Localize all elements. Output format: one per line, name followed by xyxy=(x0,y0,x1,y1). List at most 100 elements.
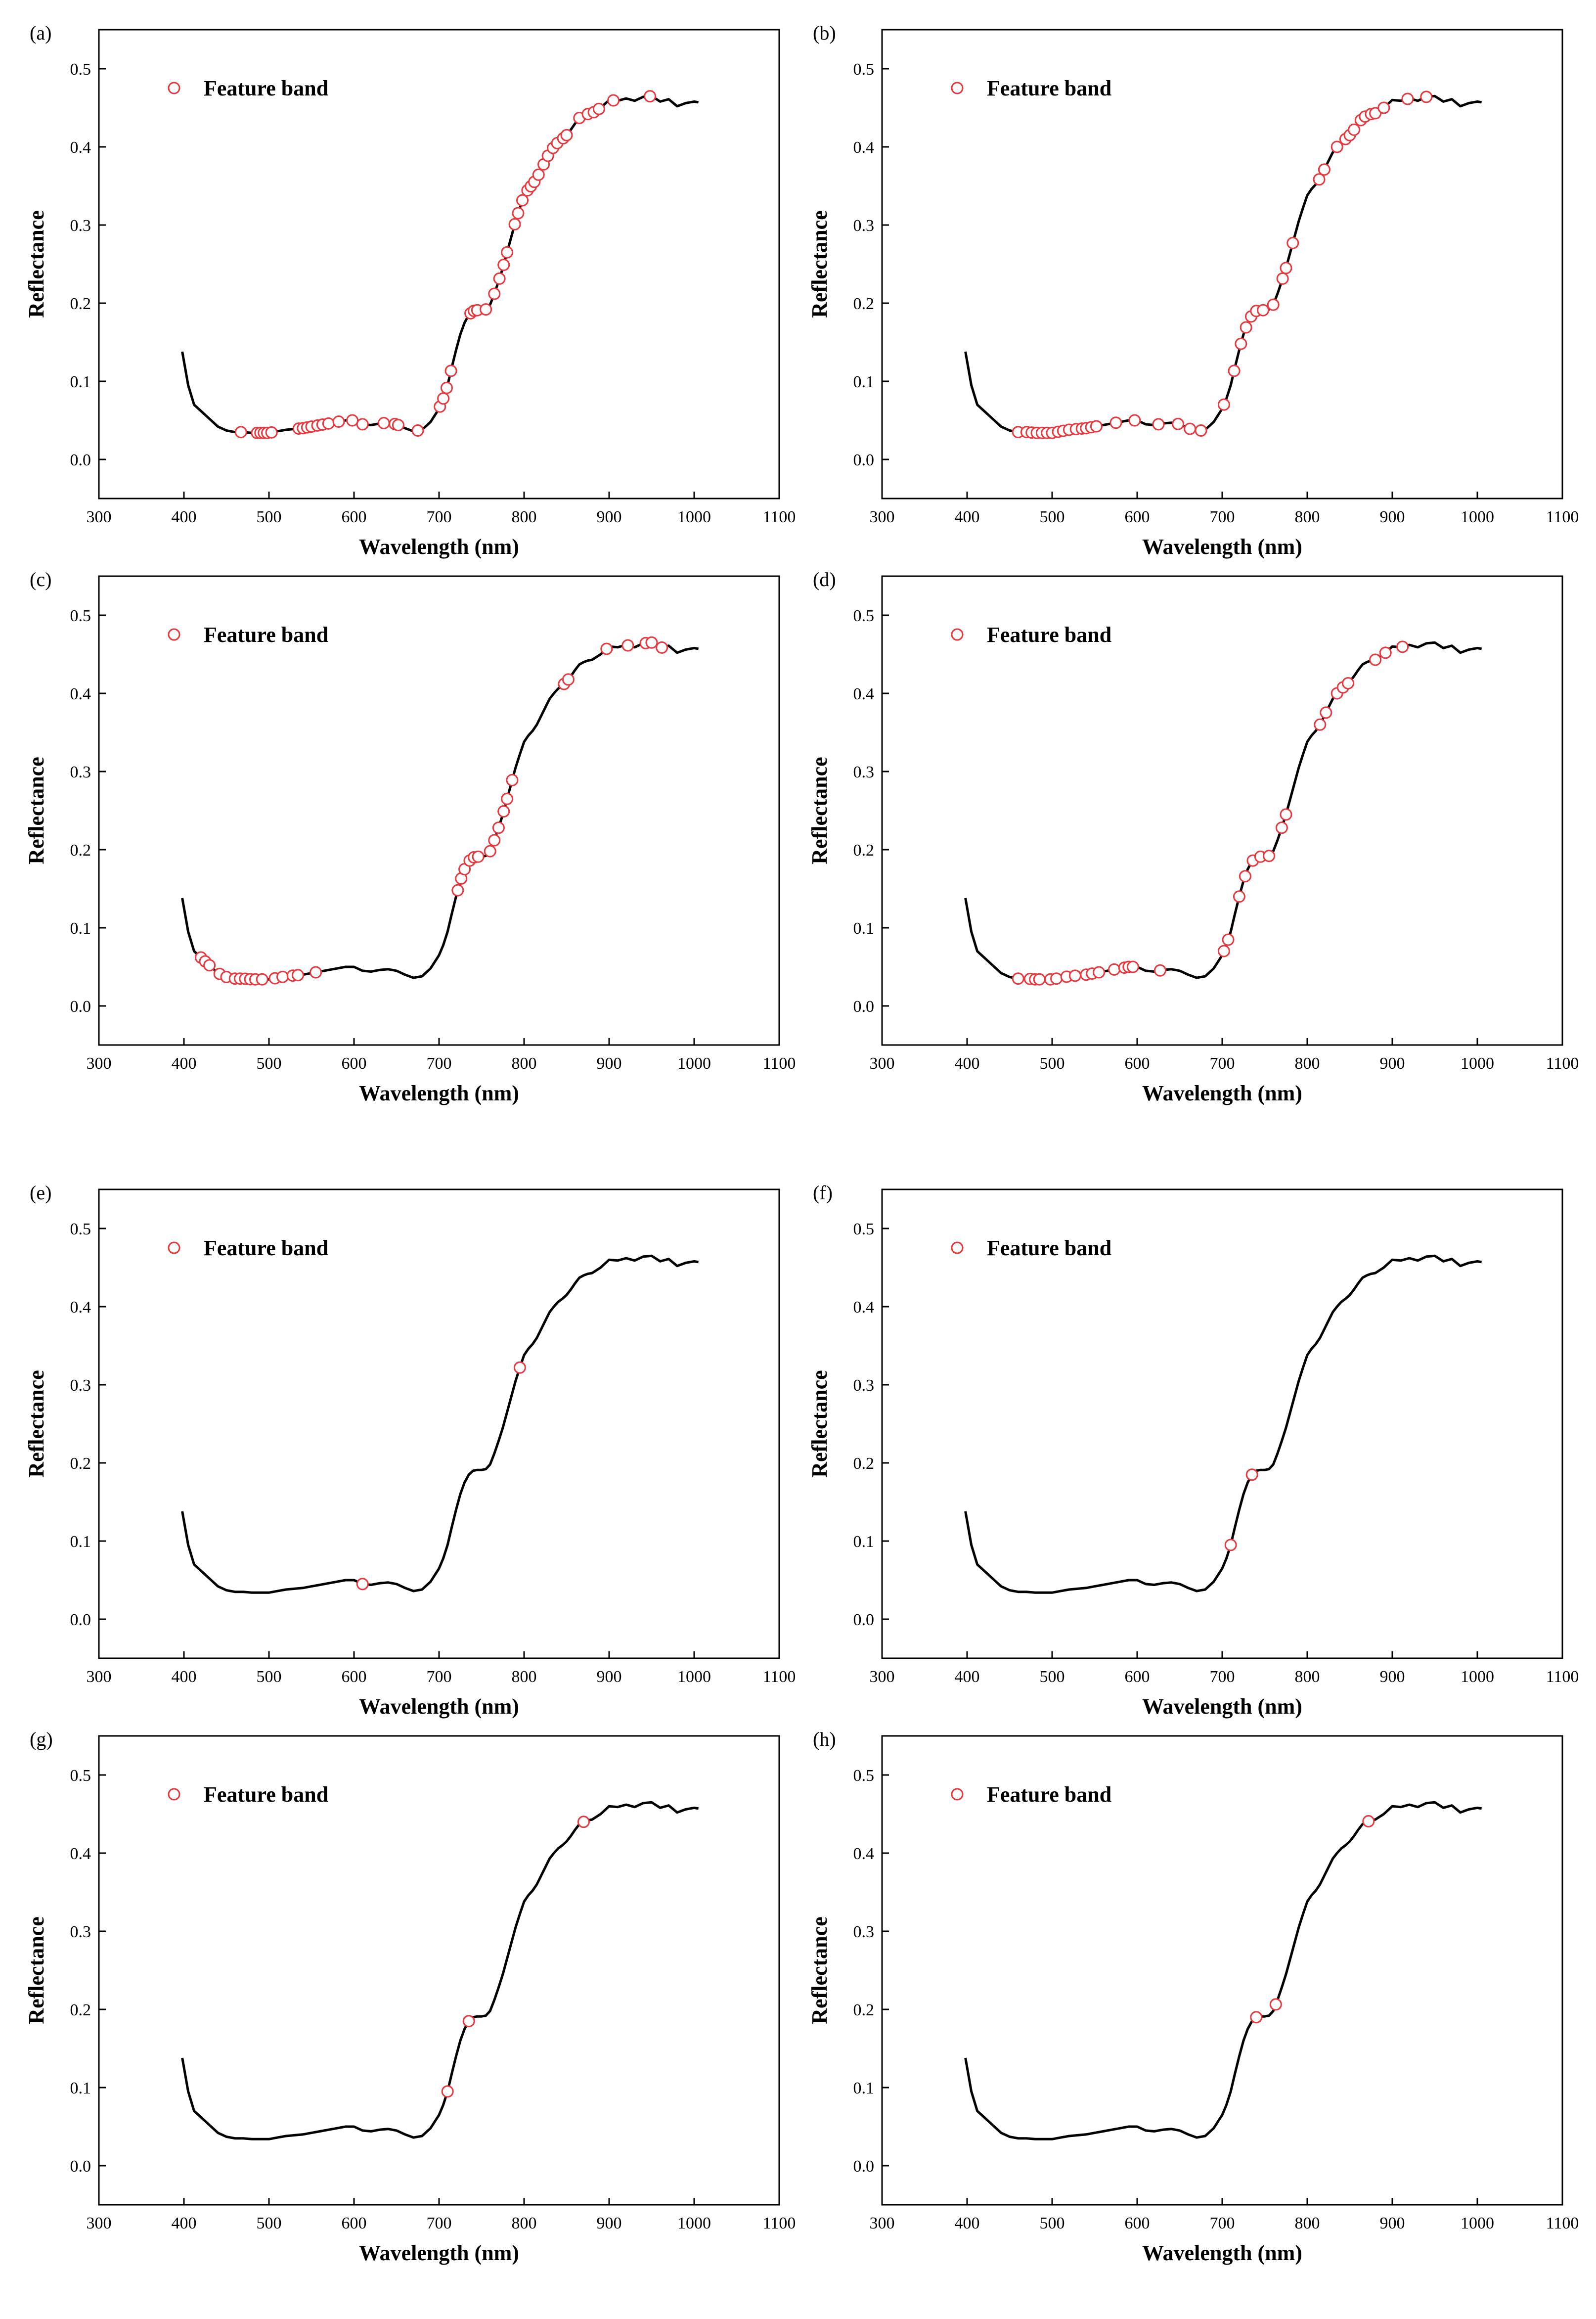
x-tick-label: 700 xyxy=(1210,508,1235,526)
y-tick-label: 0.3 xyxy=(853,217,875,235)
x-tick-label: 700 xyxy=(427,508,452,526)
x-tick-label: 600 xyxy=(1125,2214,1150,2232)
feature-band-marker xyxy=(440,381,453,394)
x-tick-label: 400 xyxy=(955,2214,980,2232)
chart-panel-a: (a) 300 400 500 600 700 800 900 1000 1100 0.0 0.1 0.… xyxy=(24,22,796,559)
feature-band-marker xyxy=(1348,123,1361,136)
feature-band-marker xyxy=(1420,91,1433,103)
feature-band-marker xyxy=(411,424,424,437)
x-tick-label: 500 xyxy=(257,1668,282,1686)
legend-label: Feature band xyxy=(987,623,1111,647)
legend-label: Feature band xyxy=(987,1236,1111,1260)
plot-frame xyxy=(881,1188,1563,1659)
y-tick-label: 0.1 xyxy=(853,2079,875,2097)
y-tick-label: 0.1 xyxy=(853,1533,875,1551)
reflectance-curve xyxy=(181,1801,699,2140)
x-tick-label: 800 xyxy=(512,1668,537,1686)
x-tick-label: 1100 xyxy=(763,2214,796,2232)
feature-band-marker xyxy=(332,415,345,428)
legend-label: Feature band xyxy=(204,76,328,100)
x-tick-label: 500 xyxy=(257,1054,282,1073)
feature-band-marker xyxy=(560,129,573,141)
feature-band-marker xyxy=(1314,718,1327,731)
reflectance-curve xyxy=(181,1254,699,1594)
feature-band-marker xyxy=(1128,414,1141,427)
x-tick-label: 1000 xyxy=(677,2214,711,2232)
y-tick-label: 0.1 xyxy=(70,919,91,938)
y-tick-label: 0.1 xyxy=(853,373,875,391)
reflectance-curve xyxy=(964,94,1482,434)
x-tick-label: 900 xyxy=(597,1054,622,1073)
feature-band-marker xyxy=(1093,966,1106,979)
y-tick-label: 0.3 xyxy=(70,1923,91,1941)
panel-label: (c) xyxy=(30,568,51,591)
x-tick-label: 500 xyxy=(1040,1668,1065,1686)
x-tick-label: 300 xyxy=(87,1668,112,1686)
y-tick-label: 0.2 xyxy=(853,841,875,860)
feature-band-marker xyxy=(265,426,278,439)
x-axis-title: Wavelength (nm) xyxy=(359,535,519,559)
feature-band-marker xyxy=(488,287,501,300)
x-tick-label: 700 xyxy=(1210,1668,1235,1686)
feature-band-marker xyxy=(392,418,404,431)
plot-frame xyxy=(881,575,1563,1046)
feature-band-marker xyxy=(1330,140,1343,153)
y-tick-label: 0.2 xyxy=(70,295,91,313)
feature-band-marker xyxy=(1280,808,1292,821)
panel-label: (d) xyxy=(813,568,836,591)
x-tick-label: 900 xyxy=(1380,1054,1405,1073)
feature-band-marker xyxy=(656,641,668,654)
y-tick-label: 0.2 xyxy=(70,1455,91,1473)
y-axis-title: Reflectance xyxy=(807,1916,832,2024)
y-tick-label: 0.5 xyxy=(70,607,91,625)
x-tick-label: 300 xyxy=(87,2214,112,2232)
y-tick-label: 0.1 xyxy=(70,1533,91,1551)
feature-band-marker xyxy=(1126,960,1139,973)
y-tick-label: 0.2 xyxy=(70,2001,91,2019)
feature-band-marker xyxy=(480,303,492,316)
legend-label: Feature band xyxy=(204,623,328,647)
y-tick-label: 0.4 xyxy=(70,685,91,703)
x-tick-label: 1000 xyxy=(677,1668,711,1686)
feature-band-marker xyxy=(1318,163,1330,176)
x-tick-label: 900 xyxy=(1380,2214,1405,2232)
feature-band-marker xyxy=(441,2085,454,2098)
x-tick-label: 800 xyxy=(1295,2214,1320,2232)
feature-band-marker xyxy=(276,970,289,983)
x-tick-label: 400 xyxy=(955,1668,980,1686)
feature-band-marker xyxy=(1263,850,1276,863)
x-tick-label: 300 xyxy=(870,1668,895,1686)
x-tick-label: 800 xyxy=(512,508,537,526)
x-tick-label: 400 xyxy=(172,508,197,526)
feature-band-marker xyxy=(1222,933,1235,946)
feature-band-marker xyxy=(1267,298,1280,311)
y-tick-label: 0.3 xyxy=(853,1376,875,1395)
x-tick-label: 800 xyxy=(512,1054,537,1073)
feature-band-marker xyxy=(497,805,510,818)
y-tick-label: 0.2 xyxy=(853,1455,875,1473)
feature-band-marker xyxy=(1090,420,1103,433)
y-axis-title: Reflectance xyxy=(24,1370,48,1477)
chart-panel-g: (g) 300 400 500 600 700 800 900 1000 1100 0.0 0.1 0.… xyxy=(24,1728,796,2265)
reflectance-curve xyxy=(964,641,1482,981)
chart-panel-h: (h) 300 400 500 600 700 800 900 1000 1100 0.0 0.1 0.… xyxy=(807,1728,1579,2265)
x-tick-label: 400 xyxy=(172,2214,197,2232)
y-tick-label: 0.3 xyxy=(853,763,875,781)
feature-band-marker xyxy=(1269,1998,1282,2011)
reflectance-curve xyxy=(964,1254,1482,1594)
x-tick-label: 800 xyxy=(1295,1054,1320,1073)
y-tick-label: 0.3 xyxy=(70,763,91,781)
feature-band-marker xyxy=(516,194,529,207)
y-axis-title: Reflectance xyxy=(807,1370,832,1477)
y-tick-label: 0.1 xyxy=(70,373,91,391)
legend-marker xyxy=(168,1241,180,1254)
plot-frame xyxy=(98,29,780,500)
feature-band-marker xyxy=(1275,821,1288,834)
y-tick-label: 0.5 xyxy=(853,1220,875,1238)
feature-band-marker xyxy=(1233,890,1245,903)
x-tick-label: 400 xyxy=(955,1054,980,1073)
panel-label: (b) xyxy=(813,22,836,44)
panel-label: (a) xyxy=(30,22,51,44)
x-tick-label: 1100 xyxy=(1546,1054,1579,1073)
